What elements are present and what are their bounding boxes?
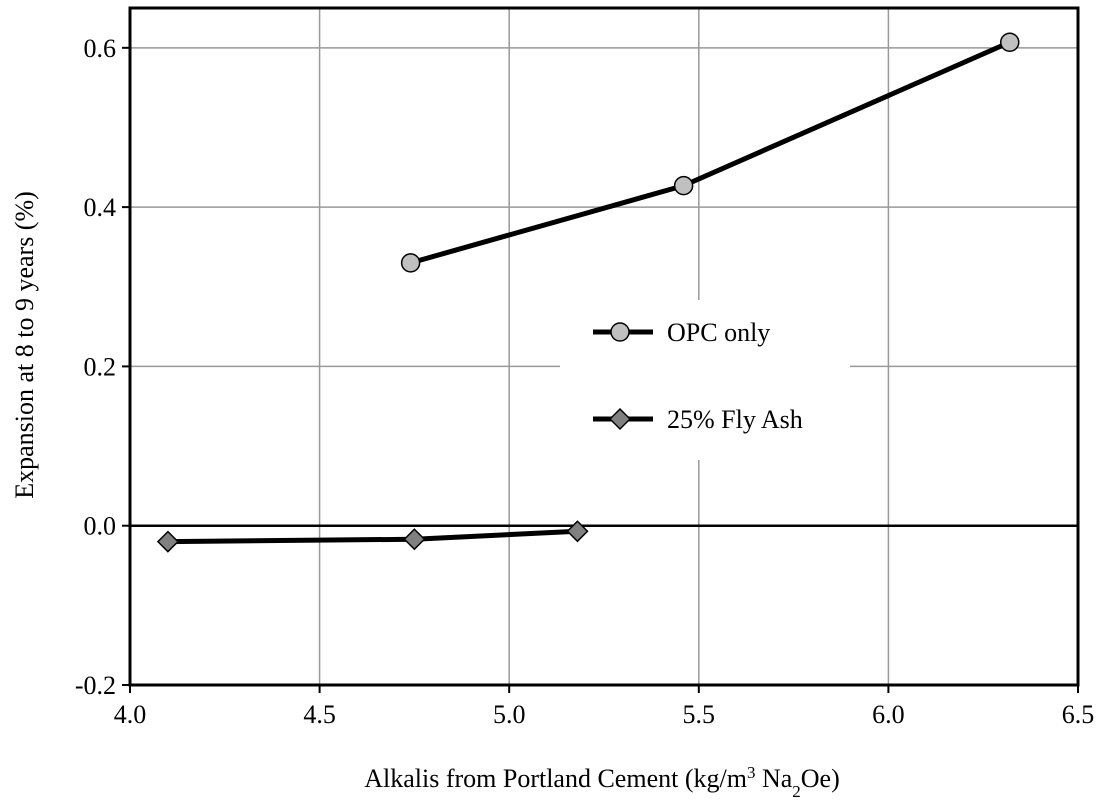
y-tick-label: 0.4 bbox=[84, 193, 117, 222]
data-point bbox=[999, 32, 1020, 52]
x-axis-title-part1: Alkalis from Portland Cement (kg/m bbox=[364, 764, 747, 793]
x-axis-title: Alkalis from Portland Cement (kg/m3 Na2O… bbox=[364, 763, 840, 801]
data-point bbox=[156, 530, 179, 553]
legend-marker bbox=[610, 322, 630, 342]
x-tick-label: 6.0 bbox=[872, 700, 905, 729]
x-tick-label: 6.5 bbox=[1062, 700, 1095, 729]
series-1 bbox=[400, 32, 1020, 273]
series-2 bbox=[156, 520, 589, 553]
x-axis-title-part3: Oe) bbox=[801, 764, 840, 793]
x-tick-label: 5.0 bbox=[493, 700, 526, 729]
data-point bbox=[673, 175, 694, 196]
data-point bbox=[400, 253, 421, 273]
legend-label: 25% Fly Ash bbox=[667, 405, 803, 434]
data-point bbox=[566, 520, 589, 543]
data-point bbox=[403, 528, 426, 551]
x-axis-title-sub: 2 bbox=[792, 782, 801, 801]
y-tick-label: 0.6 bbox=[84, 34, 117, 63]
y-tick-label: 0.2 bbox=[84, 352, 117, 381]
legend: OPC only 25% Fly Ash bbox=[560, 300, 850, 460]
y-axis-title: Expansion at 8 to 9 years (%) bbox=[10, 191, 39, 499]
x-tick-label: 4.0 bbox=[114, 700, 147, 729]
y-tick-label: 0.0 bbox=[84, 512, 117, 541]
y-tick-labels: -0.2 0.0 0.2 0.4 0.6 bbox=[75, 34, 116, 700]
x-tick-label: 5.5 bbox=[683, 700, 716, 729]
legend-marker bbox=[608, 407, 632, 431]
x-tick-label: 4.5 bbox=[303, 700, 336, 729]
series-layer bbox=[156, 32, 1020, 553]
legend-label: OPC only bbox=[667, 318, 770, 347]
x-axis-title-part2: Na bbox=[755, 764, 792, 793]
series-line bbox=[167, 528, 578, 545]
series-line bbox=[409, 39, 1011, 266]
x-tick-labels: 4.0 4.5 5.0 5.5 6.0 6.5 bbox=[114, 700, 1095, 729]
x-axis-title-sup: 3 bbox=[747, 763, 756, 782]
plot-frame bbox=[128, 6, 1080, 687]
legend-background bbox=[560, 300, 850, 460]
y-tick-label: -0.2 bbox=[75, 671, 116, 700]
